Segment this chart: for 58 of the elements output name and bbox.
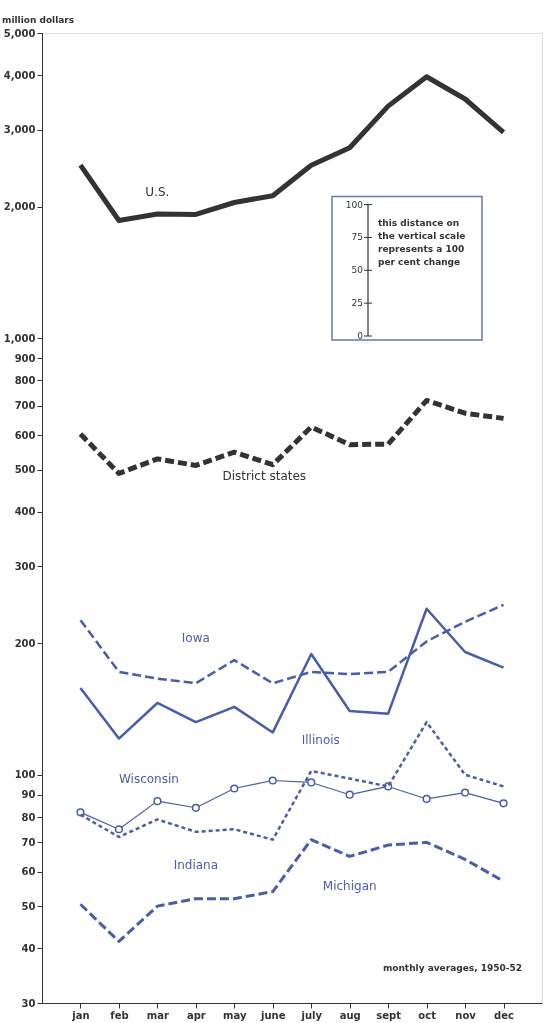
text: Michigan xyxy=(322,879,377,894)
point xyxy=(153,797,162,806)
y-tick-label: 100 xyxy=(14,769,36,781)
x-tick-label: aug xyxy=(339,1009,361,1021)
y-tick-label: 400 xyxy=(14,506,36,518)
y-tick-label: 90 xyxy=(21,789,36,801)
point xyxy=(307,778,316,787)
y-tick-label: 700 xyxy=(14,400,36,412)
y-tick-label: 500 xyxy=(14,464,36,476)
y-tick-label: 1,000 xyxy=(3,332,36,344)
x-tick-label: sept xyxy=(376,1009,402,1021)
x-tick-label: may xyxy=(223,1009,247,1021)
y-tick-label: 600 xyxy=(14,429,36,441)
y-tick-label: 50 xyxy=(21,900,36,912)
x-tick-label: oct xyxy=(418,1009,437,1021)
y-tick-label: 200 xyxy=(14,637,36,649)
y-tick-label: 900 xyxy=(14,352,36,364)
point xyxy=(499,799,508,808)
y-tick-label: 30 xyxy=(21,997,36,1009)
annotation: 0 xyxy=(357,331,364,341)
y-tick-label: 3,000 xyxy=(3,124,36,136)
point xyxy=(345,790,354,799)
text: Iowa xyxy=(181,631,210,646)
point xyxy=(422,794,431,804)
text: Illinois xyxy=(301,733,340,748)
point xyxy=(191,803,200,812)
series-label: U.S. xyxy=(145,184,170,199)
y-tick-label: 80 xyxy=(21,811,36,823)
annotation: this distance on the vertical scale represents a 100 per cent change xyxy=(378,217,466,267)
y-tick-label: 5,000 xyxy=(3,27,36,39)
annotation: monthly averages, 1950-52 xyxy=(382,963,522,973)
y-axis-title: million dollars xyxy=(2,15,75,25)
y-tick-label: 800 xyxy=(14,374,36,386)
point xyxy=(268,776,277,785)
x-tick-label: jan xyxy=(71,1009,90,1021)
x-tick-label: apr xyxy=(186,1009,206,1021)
annotation: 50 xyxy=(351,265,364,276)
y-tick-label: 2,000 xyxy=(3,201,36,213)
annotation: 25 xyxy=(351,298,363,309)
series-label: Wisconsin xyxy=(118,772,179,787)
x-tick-label: mar xyxy=(146,1009,169,1021)
y-tick-label: 60 xyxy=(21,866,36,878)
y-tick-label: 70 xyxy=(21,836,36,848)
x-tick-label: july xyxy=(300,1009,323,1021)
x-tick-label: feb xyxy=(110,1009,129,1021)
point xyxy=(230,784,239,793)
y-tick-label: 4,000 xyxy=(3,69,36,81)
text: Indiana xyxy=(173,857,219,872)
point xyxy=(114,825,124,834)
x-tick-label: nov xyxy=(455,1009,477,1021)
series-label: District states xyxy=(222,469,307,484)
point xyxy=(460,788,470,797)
x-tick-label: june xyxy=(260,1009,286,1021)
y-tick-label: 40 xyxy=(21,942,36,954)
x-tick-label: dec xyxy=(494,1009,515,1021)
y-tick-label: 300 xyxy=(14,560,36,572)
annotation: 100 xyxy=(345,199,364,210)
annotation: 75 xyxy=(351,232,363,243)
